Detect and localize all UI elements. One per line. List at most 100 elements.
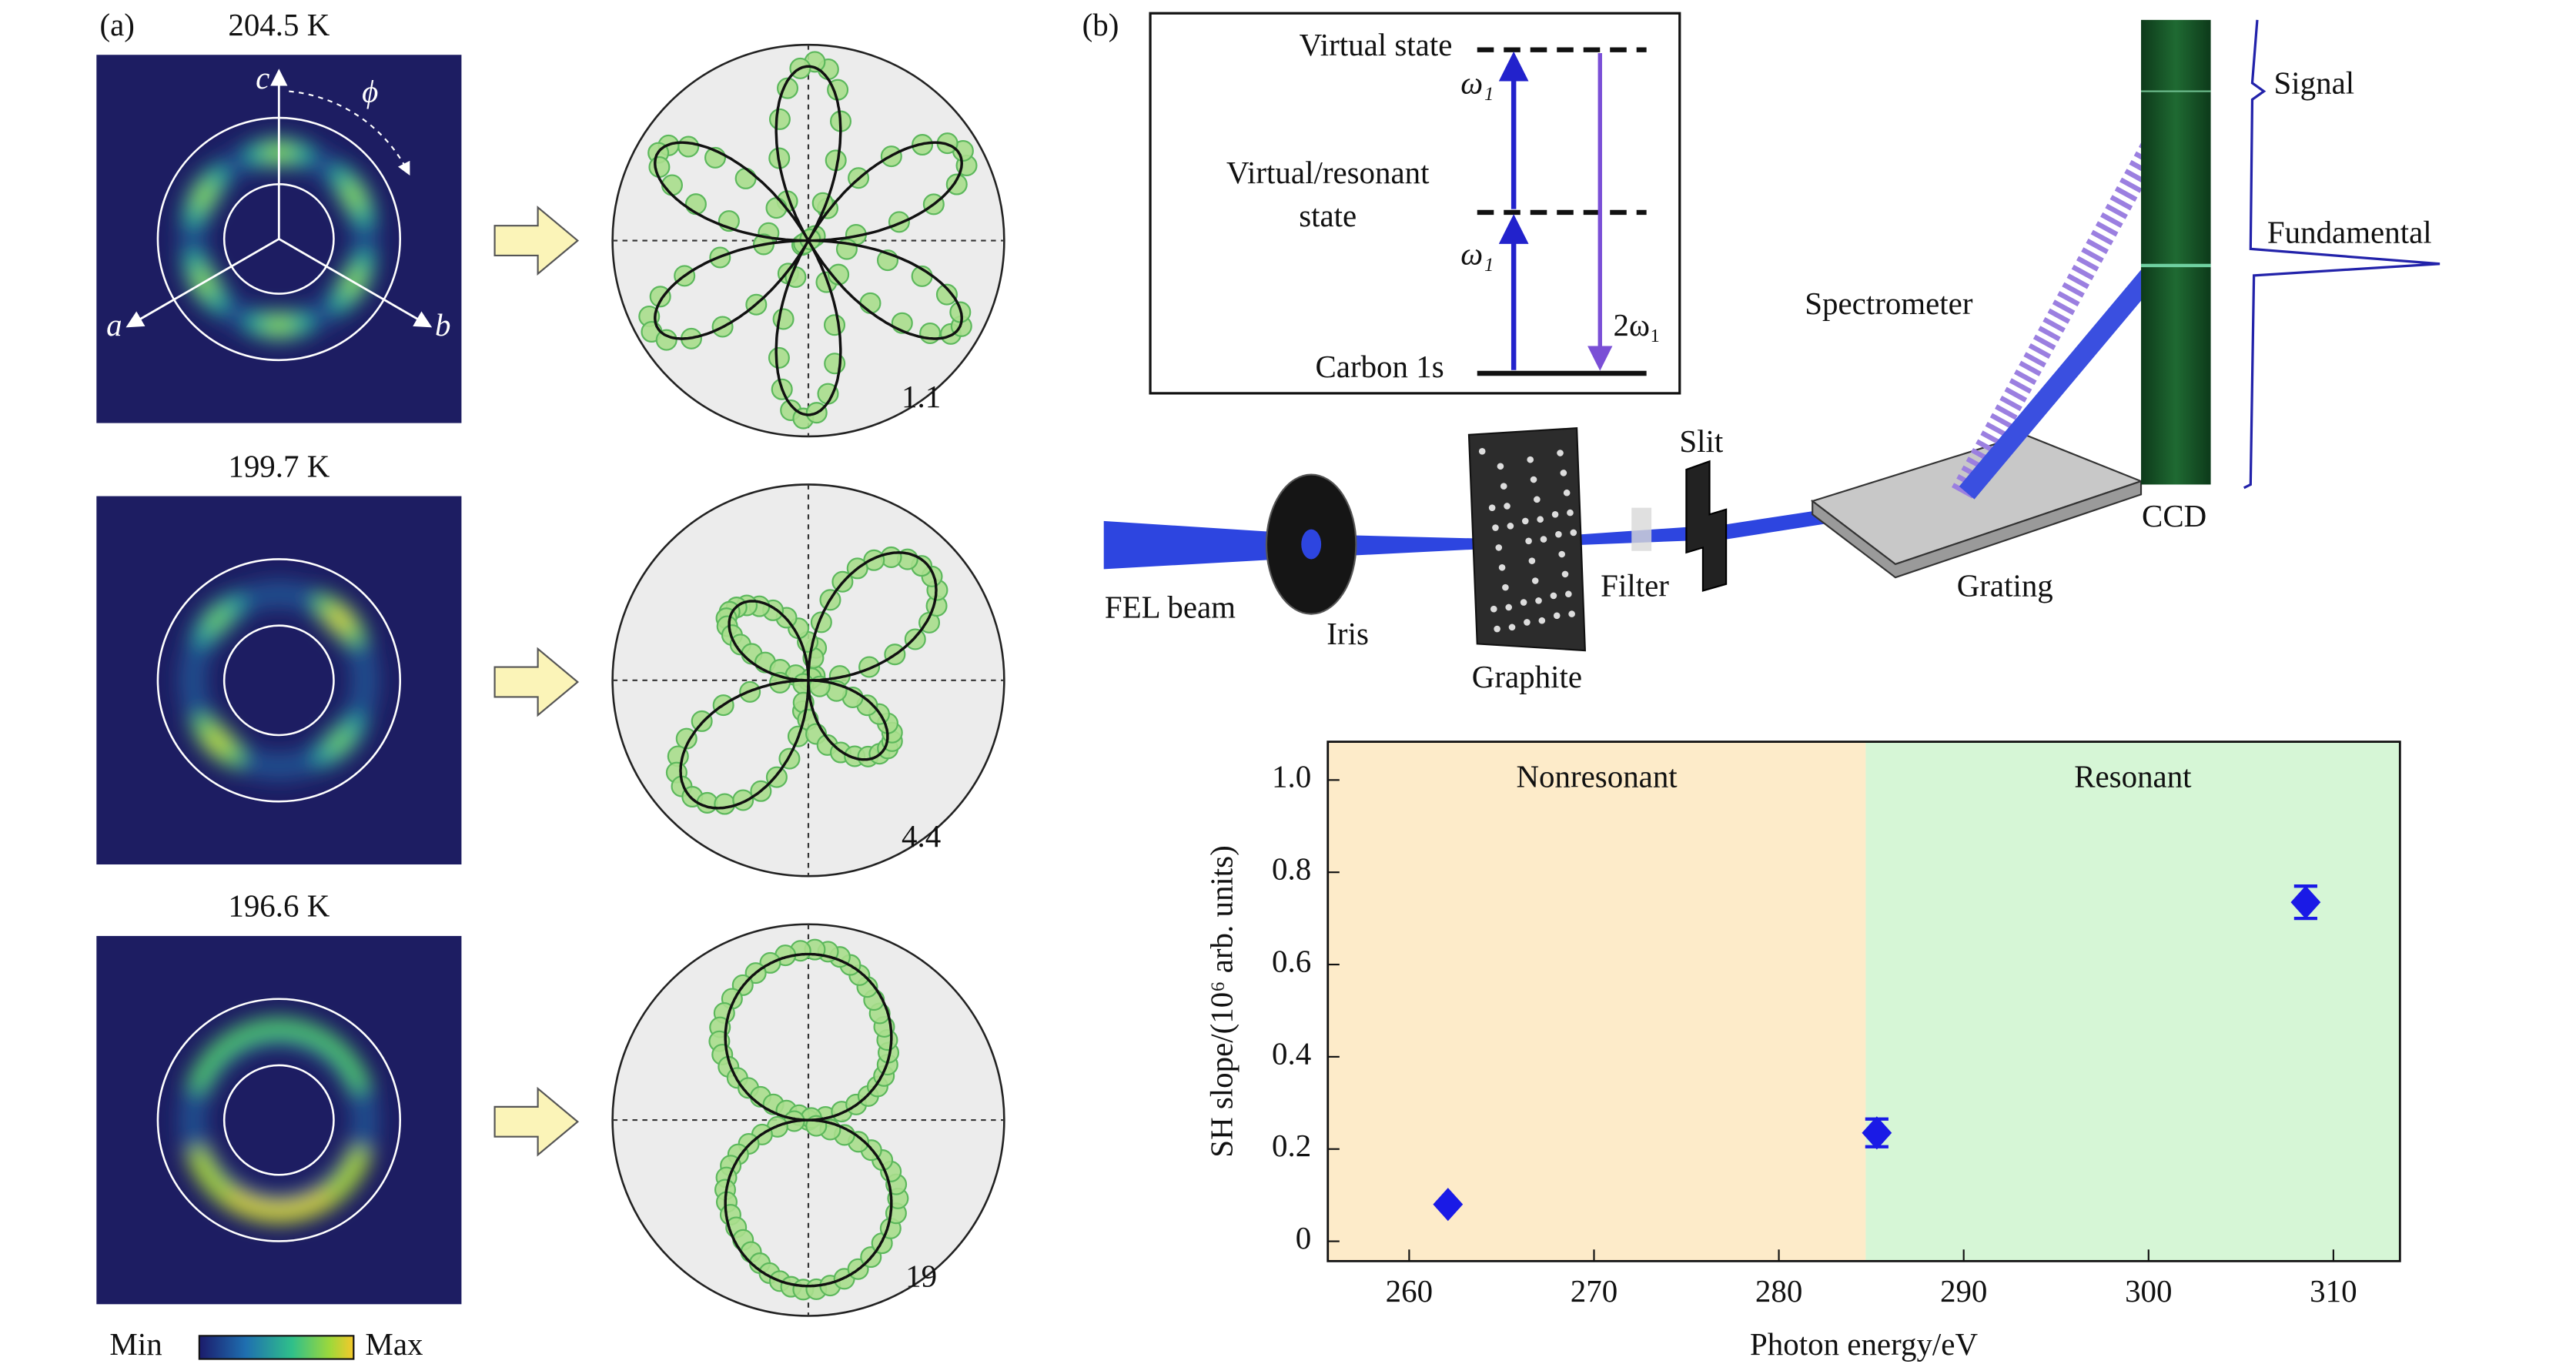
graphite-spot xyxy=(1524,619,1531,626)
graphite-spot xyxy=(1563,489,1571,496)
iris-hole xyxy=(1301,529,1322,560)
graphite-spot xyxy=(1565,590,1572,598)
component-label: Spectrometer xyxy=(1805,286,1973,321)
slit xyxy=(1685,460,1728,592)
graphite-spot xyxy=(1488,504,1496,511)
graphite-spot xyxy=(1490,605,1497,613)
data-point xyxy=(2290,885,2321,919)
photon-label: ω₁ xyxy=(1460,237,1494,272)
crystal-axis xyxy=(125,238,280,328)
arc xyxy=(186,1018,372,1094)
component-label: CCD xyxy=(2142,499,2206,533)
polar-dot xyxy=(684,193,707,216)
graphite-spot xyxy=(1520,599,1527,606)
polar-dot xyxy=(765,197,788,219)
phi-arrow xyxy=(289,90,410,176)
component-label: Slit xyxy=(1679,424,1724,459)
inner-circle xyxy=(222,1064,335,1176)
axis-label: b xyxy=(435,308,450,343)
graphite-spot xyxy=(1498,563,1506,571)
graphite-spot xyxy=(1492,524,1499,531)
graphite-spot xyxy=(1550,592,1557,600)
graphite-spot xyxy=(1560,470,1567,476)
x-tick-label: 300 xyxy=(2125,1274,2172,1309)
polar-dot xyxy=(945,173,968,196)
fit-curve xyxy=(724,952,893,1288)
inner-circle xyxy=(222,624,335,737)
data-point xyxy=(1862,1116,1892,1150)
graphite-spot xyxy=(1508,623,1516,631)
ccd xyxy=(2141,19,2211,485)
x-tick-label: 270 xyxy=(1571,1274,1618,1309)
graphite-spot xyxy=(1538,617,1546,624)
level-box xyxy=(1149,12,1681,395)
graphite-spot xyxy=(1553,612,1561,620)
polar-dot xyxy=(859,292,882,314)
level-label: Virtual state xyxy=(1300,28,1453,62)
blob-core xyxy=(326,606,353,633)
polar-dot xyxy=(888,211,910,233)
heatmap: c a b ϕ xyxy=(96,55,462,423)
y-tick-label: 1.0 xyxy=(1272,760,1311,794)
angle-label: ϕ xyxy=(362,74,378,109)
component-label: FEL beam xyxy=(1105,590,1236,625)
panel-label: (a) xyxy=(100,8,135,42)
heatmap-bg xyxy=(96,935,462,1305)
graphite-spot xyxy=(1568,610,1575,617)
y-tick-label: 0.6 xyxy=(1272,944,1311,978)
colorbar-max: Max xyxy=(365,1327,423,1362)
heatmap xyxy=(96,496,462,865)
heatmap-bg xyxy=(96,496,462,865)
polar-dot xyxy=(649,286,671,308)
polar-dot xyxy=(904,628,926,650)
graphite-spot xyxy=(1555,530,1562,538)
polar-dot xyxy=(919,323,942,345)
y-tick-label: 0.8 xyxy=(1272,852,1311,887)
component-label: Iris xyxy=(1326,617,1369,651)
axis-label: a xyxy=(106,308,122,343)
temperature-label: 199.7 K xyxy=(228,449,330,483)
ring-glow xyxy=(179,580,379,781)
graphite-spot xyxy=(1537,516,1544,523)
graphite-spot xyxy=(1494,625,1500,633)
colorbar xyxy=(198,1335,355,1360)
graphite-spot xyxy=(1540,536,1547,543)
graphite-spot xyxy=(1495,544,1503,551)
polar-dot xyxy=(732,789,754,811)
plot-frame xyxy=(1326,741,2401,1262)
blob-core xyxy=(343,180,365,211)
arc xyxy=(226,1190,332,1216)
ratio-label: 1.1 xyxy=(902,379,941,414)
y-tick-label: 0 xyxy=(1296,1221,1311,1255)
x-tick-label: 280 xyxy=(1755,1274,1802,1309)
graphite-spot xyxy=(1570,529,1577,537)
ratio-label: 4.4 xyxy=(902,819,941,854)
polar-dot xyxy=(824,314,846,336)
polar-dot xyxy=(714,793,736,815)
graphite-spot xyxy=(1534,496,1541,503)
polar-dot xyxy=(655,329,677,351)
polar-dots xyxy=(638,51,978,430)
fundamental-beam xyxy=(1959,259,2166,500)
outer-circle xyxy=(156,998,401,1242)
axis-label: c xyxy=(256,61,269,95)
graphite-spot xyxy=(1525,537,1532,545)
blob-core xyxy=(205,728,232,755)
blob-core xyxy=(192,180,216,211)
polar-dot xyxy=(935,283,958,306)
polar-dot xyxy=(734,167,757,189)
colorbar-min: Min xyxy=(109,1327,162,1362)
level-label: state xyxy=(1299,199,1357,233)
region-label: Resonant xyxy=(2074,760,2192,794)
panel-label: (b) xyxy=(1082,8,1119,42)
x-axis-title: Photon energy/eV xyxy=(1750,1327,1978,1362)
photon-label: ω₁ xyxy=(1460,65,1494,100)
component-label: Graphite xyxy=(1472,660,1582,694)
graphite-spot xyxy=(1521,517,1529,525)
level-label: Carbon 1s xyxy=(1315,349,1444,384)
grating-edge xyxy=(1812,480,2143,579)
x-tick-label: 260 xyxy=(1386,1274,1433,1309)
graphite-spot xyxy=(1478,448,1486,455)
